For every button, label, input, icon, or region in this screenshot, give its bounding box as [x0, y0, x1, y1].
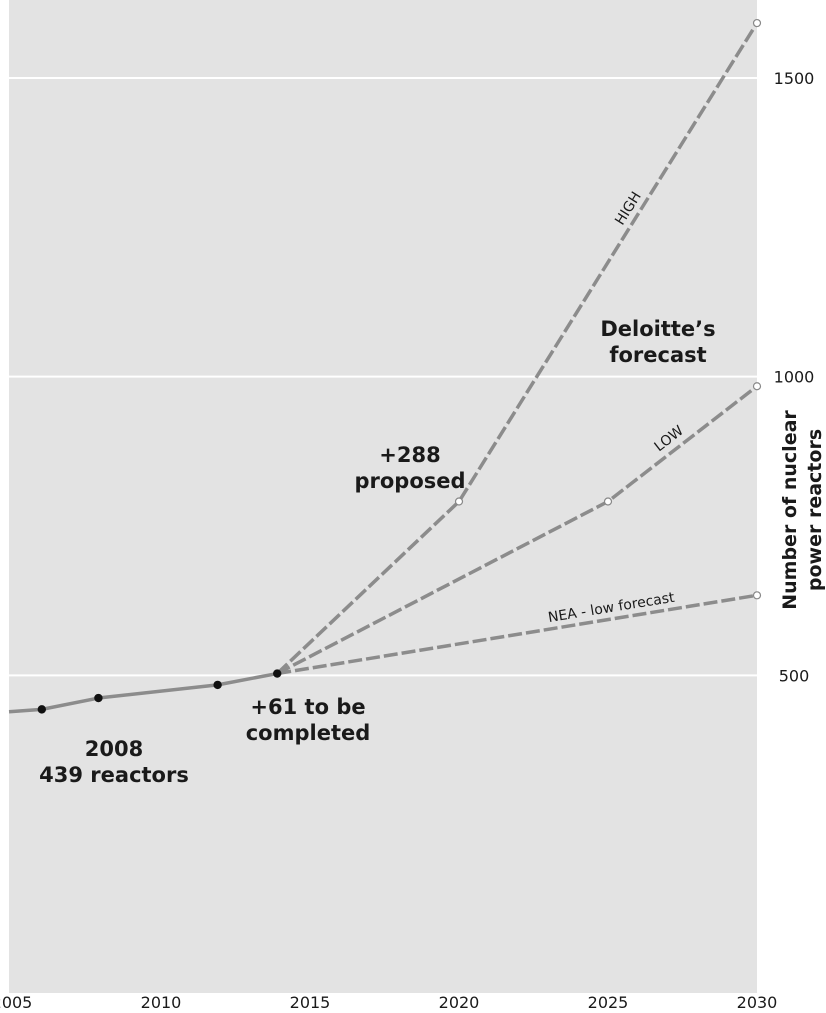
annotation-forecast: forecast [609, 343, 706, 367]
y-axis-title-line-1: Number of nuclear [779, 410, 801, 610]
series-2-point-1 [752, 591, 762, 600]
y-tick-label-500: 500 [779, 666, 810, 685]
x-tick-label-2005: 2005 [0, 993, 32, 1012]
annotation-completed: completed [246, 721, 371, 745]
x-tick-label-2020: 2020 [439, 993, 480, 1012]
historical-point-3 [273, 669, 282, 678]
annotations: 2008 439 reactors +61 to be completed +2… [39, 317, 715, 787]
gridlines [9, 77, 757, 677]
series-line-2 [276, 593, 758, 676]
series-1-point-1 [603, 497, 613, 506]
data-markers [37, 18, 762, 714]
annotation-plus-288: +288 [379, 443, 440, 467]
series-0-point-1 [454, 497, 464, 506]
y-axis: 500 1000 1500 [774, 69, 815, 685]
x-tick-label-2015: 2015 [290, 993, 331, 1012]
x-tick-label-2030: 2030 [737, 993, 778, 1012]
annotation-439-reactors: 439 reactors [39, 763, 189, 787]
annotation-deloitte: Deloitte’s [600, 317, 715, 341]
series-0-point-2 [752, 18, 762, 28]
series-line-0 [276, 22, 759, 675]
y-tick-label-1500: 1500 [774, 69, 815, 88]
historical-point-2 [213, 680, 222, 690]
y-axis-title: Number of nuclear power reactors [779, 410, 826, 610]
y-axis-title-line-2: power reactors [804, 429, 826, 591]
annotation-proposed: proposed [354, 469, 465, 493]
series-1-point-2 [752, 382, 762, 391]
annotation-plus-61: +61 to be [250, 695, 365, 719]
y-tick-label-1000: 1000 [774, 368, 815, 387]
x-tick-label-2025: 2025 [588, 993, 629, 1012]
x-tick-label-2010: 2010 [141, 993, 182, 1012]
historical-point-1 [94, 693, 103, 703]
historical-point-0 [37, 705, 46, 714]
annotation-year-2008: 2008 [85, 737, 143, 761]
plot-background [9, 0, 757, 993]
x-axis: 2005 2010 2015 2020 2025 2030 [0, 993, 777, 1012]
